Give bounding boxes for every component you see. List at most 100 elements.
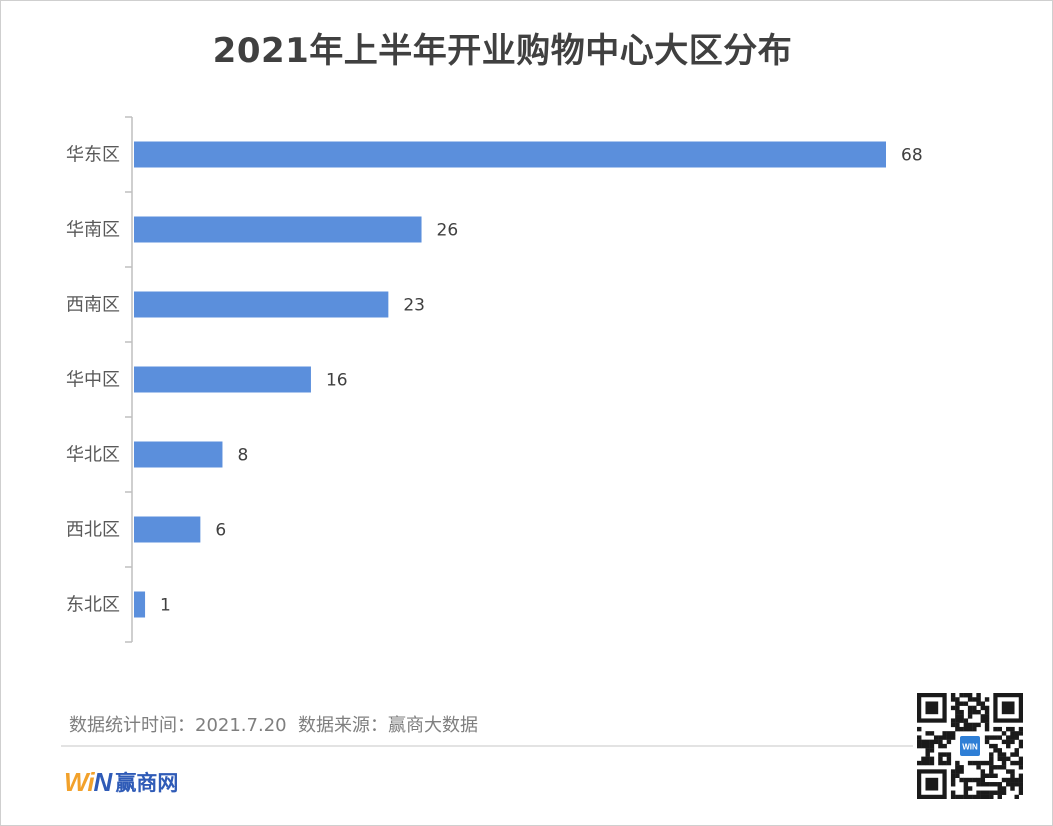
- qr-module: [976, 790, 981, 795]
- bar-chart: 华东区 68 华南区 26 西南区 23 华中区 16 华北区 8 西北区 6 东北区 1: [66, 116, 923, 643]
- category-label: 华南区: [66, 220, 120, 241]
- qr-module: [959, 693, 964, 698]
- qr-module: [984, 718, 990, 723]
- qr-center-badge: [960, 736, 980, 756]
- qr-module: [963, 782, 969, 787]
- qr-module: [950, 773, 956, 778]
- qr-module: [917, 743, 922, 749]
- qr-module: [1001, 786, 1007, 791]
- qr-module: [950, 731, 956, 736]
- bar: [134, 366, 311, 393]
- footer-source-note: 数据统计时间：2021.7.20 数据来源：赢商大数据: [69, 715, 479, 736]
- qr-module: [976, 722, 981, 728]
- qr-module: [959, 769, 964, 774]
- qr-module: [1018, 739, 1023, 745]
- qr-module: [984, 735, 990, 740]
- qr-module: [921, 756, 926, 762]
- qr-code-icon[interactable]: WIN: [917, 693, 1023, 799]
- qr-module: [1006, 726, 1011, 732]
- qr-module: [950, 790, 956, 795]
- qr-module: [963, 777, 969, 783]
- qr-module: [976, 693, 981, 698]
- qr-module: [1010, 773, 1015, 778]
- qr-module: [959, 777, 964, 783]
- qr-module: [938, 760, 943, 766]
- qr-module: [1010, 782, 1015, 787]
- qr-module: [946, 739, 952, 745]
- brand-name: 赢商网: [115, 771, 179, 795]
- bar: [134, 141, 886, 168]
- qr-module: [989, 782, 994, 787]
- qr-module: [963, 722, 969, 728]
- qr-module: [1006, 769, 1011, 774]
- qr-module: [967, 714, 973, 719]
- qr-module: [955, 794, 960, 799]
- qr-module: [938, 756, 943, 762]
- qr-module: [984, 760, 990, 766]
- qr-module: [1001, 790, 1007, 795]
- qr-module: [967, 760, 973, 766]
- qr-finder-core: [925, 777, 939, 791]
- qr-module: [1006, 782, 1011, 787]
- qr-module: [921, 760, 926, 766]
- qr-module: [989, 773, 994, 778]
- qr-module: [993, 765, 998, 770]
- qr-module: [976, 782, 981, 787]
- qr-module: [1010, 739, 1015, 745]
- qr-module: [925, 760, 930, 766]
- brand[interactable]: WiN 赢商网: [64, 766, 178, 798]
- qr-module: [917, 739, 922, 745]
- qr-module: [1001, 731, 1007, 736]
- qr-module: [984, 790, 990, 795]
- qr-module: [955, 726, 960, 732]
- qr-module: [950, 705, 956, 711]
- qr-module: [972, 777, 977, 783]
- qr-module: [938, 739, 943, 745]
- qr-module: [1018, 782, 1023, 787]
- qr-module: [942, 731, 947, 736]
- qr-module: [917, 760, 922, 766]
- brand-logo-icon: WiN: [64, 767, 112, 798]
- qr-module: [976, 697, 981, 702]
- qr-module: [993, 743, 998, 749]
- category-label: 华中区: [66, 370, 120, 391]
- qr-module: [1010, 786, 1015, 791]
- value-label: 23: [403, 296, 425, 316]
- qr-module: [938, 743, 943, 749]
- qr-module: [959, 726, 964, 732]
- value-label: 68: [901, 146, 923, 166]
- qr-module: [929, 743, 935, 749]
- qr-module: [1006, 743, 1011, 749]
- qr-module: [1018, 756, 1023, 762]
- qr-module: [1010, 731, 1015, 736]
- qr-module: [942, 752, 947, 757]
- qr-module: [1014, 731, 1019, 736]
- qr-module: [955, 709, 960, 715]
- qr-module: [1014, 748, 1019, 753]
- qr-module: [942, 760, 947, 766]
- value-label: 16: [326, 371, 348, 391]
- qr-module: [950, 794, 956, 799]
- qr-module: [963, 786, 969, 791]
- qr-module: [997, 735, 1002, 740]
- qr-module: [1010, 735, 1015, 740]
- qr-module: [976, 701, 981, 706]
- qr-module: [967, 697, 973, 702]
- qr-module: [967, 786, 973, 791]
- qr-module: [972, 726, 977, 732]
- qr-module: [989, 752, 994, 757]
- qr-module: [989, 743, 994, 749]
- qr-module: [950, 693, 956, 698]
- qr-module: [938, 735, 943, 740]
- qr-module: [955, 722, 960, 728]
- qr-module: [989, 735, 994, 740]
- qr-module: [929, 731, 935, 736]
- qr-module: [946, 731, 952, 736]
- qr-module: [989, 790, 994, 795]
- qr-module: [1006, 756, 1011, 762]
- qr-module: [950, 777, 956, 783]
- qr-module: [984, 773, 990, 778]
- qr-module: [929, 760, 935, 766]
- qr-module: [955, 701, 960, 706]
- footer-divider: [61, 745, 913, 747]
